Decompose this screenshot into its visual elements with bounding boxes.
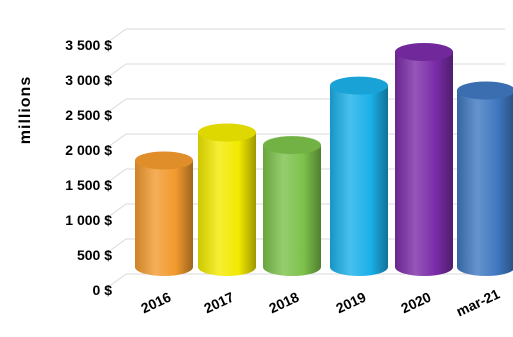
y-tick-label: 1 000 $ — [65, 212, 112, 228]
bar-2018 — [263, 136, 321, 276]
y-tick-label: 3 000 $ — [65, 72, 112, 88]
x-axis-ticks: 2016 2017 2018 2019 2020 mar-21 — [138, 285, 502, 319]
bar-top — [395, 43, 453, 61]
y-tick-label: 1 500 $ — [65, 177, 112, 193]
gridline-diagonal — [103, 28, 127, 46]
bar-body — [395, 52, 453, 276]
bar-2020 — [395, 43, 453, 276]
x-tick-label: 2020 — [398, 289, 433, 317]
gridline-diagonal — [103, 98, 127, 116]
bars — [135, 43, 513, 276]
y-tick-label: 2 500 $ — [65, 107, 112, 123]
y-tick-label: 2 000 $ — [65, 142, 112, 158]
x-tick-label: mar-21 — [454, 285, 503, 319]
bar-top — [457, 81, 513, 100]
bar-2016 — [135, 151, 193, 276]
y-tick-label: 0 $ — [93, 282, 113, 298]
bar-body — [135, 160, 193, 276]
gridline-diagonal — [103, 168, 127, 186]
x-tick-label: 2018 — [266, 289, 301, 317]
gridline-diagonal — [103, 273, 127, 291]
bar-body — [198, 132, 256, 276]
bar-top — [263, 136, 321, 155]
y-tick-label: 500 $ — [77, 247, 112, 263]
bar-body — [330, 85, 388, 276]
x-tick-label: 2017 — [201, 289, 236, 317]
gridline-diagonal — [103, 133, 127, 151]
bar-top — [330, 76, 388, 95]
bar-top — [198, 123, 256, 142]
x-tick-label: 2016 — [138, 289, 173, 317]
bar-body — [263, 145, 321, 276]
gridline-diagonal — [103, 63, 127, 81]
gridline-diagonal — [103, 203, 127, 221]
bar-2019 — [330, 76, 388, 276]
y-axis-label: millions — [17, 76, 34, 144]
y-tick-label: 3 500 $ — [65, 37, 112, 53]
bar-body — [457, 90, 513, 276]
bar-mar-21 — [457, 81, 513, 276]
bar-2017 — [198, 123, 256, 276]
bar-top — [135, 151, 193, 170]
gridline-diagonal — [103, 238, 127, 256]
y-axis-ticks: 0 $ 500 $ 1 000 $ 1 500 $ 2 000 $ 2 500 $ 3 00… — [65, 37, 112, 298]
x-tick-label: 2019 — [333, 289, 368, 317]
